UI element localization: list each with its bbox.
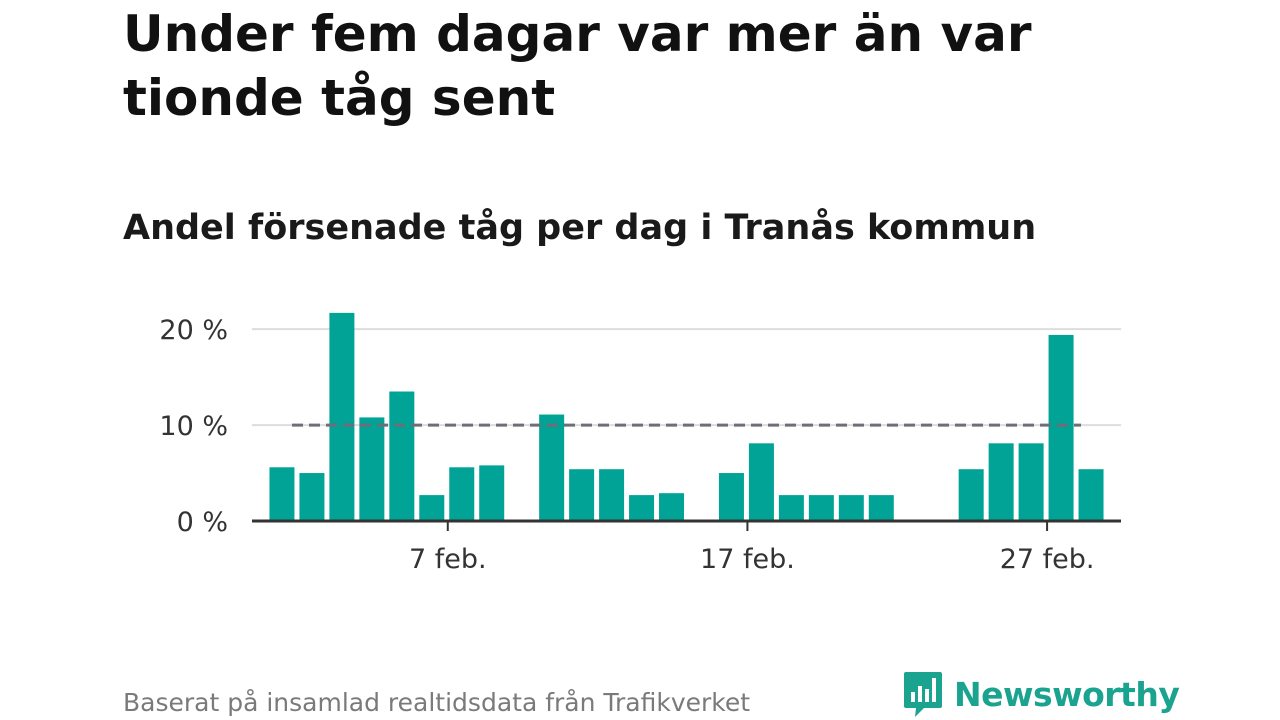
bar bbox=[329, 312, 355, 521]
bars bbox=[269, 312, 1104, 521]
newsworthy-logo: Newsworthy bbox=[902, 670, 1180, 718]
bar bbox=[748, 443, 774, 521]
y-tick-label: 10 % bbox=[159, 411, 228, 442]
bar bbox=[599, 469, 625, 521]
x-tick-label: 7 feb. bbox=[409, 544, 487, 575]
bar bbox=[1078, 469, 1104, 521]
bar bbox=[838, 495, 864, 521]
gridlines bbox=[252, 328, 1121, 427]
axes: 0 % 10 % 20 % 7 feb. 17 feb. 27 feb. bbox=[159, 315, 1121, 575]
page-title: Under fem dagar var mer än var tionde tå… bbox=[123, 5, 1032, 127]
x-tick-label: 27 feb. bbox=[1000, 544, 1095, 575]
bar bbox=[419, 495, 445, 521]
bar bbox=[569, 469, 595, 521]
chart-bubble-icon bbox=[904, 672, 942, 717]
bar bbox=[778, 495, 804, 521]
bar bbox=[359, 417, 385, 521]
y-tick-label: 20 % bbox=[159, 315, 228, 346]
bar bbox=[299, 473, 325, 521]
bar bbox=[659, 493, 685, 521]
bar bbox=[539, 414, 565, 521]
bar bbox=[269, 467, 295, 521]
bar bbox=[629, 495, 655, 521]
logo-wordmark: Newsworthy bbox=[954, 674, 1180, 714]
bar bbox=[1048, 334, 1074, 521]
bar bbox=[1018, 443, 1044, 521]
bar bbox=[988, 443, 1014, 521]
bar bbox=[389, 391, 415, 521]
bar bbox=[868, 495, 894, 521]
bar bbox=[449, 467, 475, 521]
x-tick-label: 17 feb. bbox=[700, 544, 795, 575]
y-tick-label: 0 % bbox=[177, 507, 228, 538]
bar bbox=[808, 495, 834, 521]
chart-subtitle: Andel försenade tåg per dag i Tranås kom… bbox=[123, 208, 1037, 248]
source-note: Baserat på insamlad realtidsdata från Tr… bbox=[123, 688, 751, 717]
bar bbox=[479, 465, 505, 521]
bar bbox=[958, 469, 984, 521]
bar-chart: 0 % 10 % 20 % 7 feb. 17 feb. 27 feb. bbox=[159, 312, 1121, 575]
bar bbox=[718, 473, 744, 521]
